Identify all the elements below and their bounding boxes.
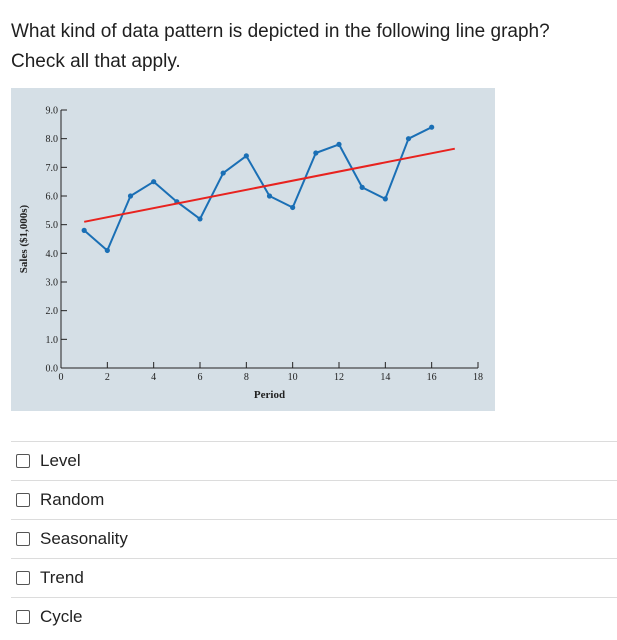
- option-label: Seasonality: [40, 529, 128, 548]
- y-axis-label: Sales ($1,000s): [18, 204, 30, 273]
- y-tick-label: 1.0: [46, 335, 59, 346]
- y-tick-label: 8.0: [46, 134, 59, 145]
- sales-data-point: [290, 204, 296, 211]
- x-tick-label: 10: [288, 372, 298, 383]
- x-tick-label: 16: [427, 372, 437, 383]
- option-level[interactable]: Level: [11, 441, 617, 480]
- checkbox-trend[interactable]: [16, 571, 30, 585]
- y-tick-label: 3.0: [46, 278, 59, 289]
- option-random[interactable]: Random: [11, 480, 617, 519]
- line-chart: 0.0 1.0 2.0 3.0 4.0 5.0 6.0 7.0 8.0 9.0 0 2 4 6 8 10 12 1…: [11, 88, 495, 411]
- sales-data-point: [336, 141, 342, 147]
- sales-data-point: [266, 193, 273, 199]
- sales-data-point: [382, 196, 388, 202]
- checkbox-level[interactable]: [16, 454, 30, 468]
- option-seasonality[interactable]: Seasonality: [11, 519, 617, 558]
- y-tick-label: 0.0: [46, 364, 59, 375]
- sales-series-line: [83, 126, 433, 252]
- x-axis-label: Period: [254, 389, 285, 401]
- sales-data-point: [220, 170, 226, 176]
- answer-options: Level Random Seasonality Trend Cycle: [11, 441, 617, 636]
- y-tick-label: 4.0: [46, 249, 59, 260]
- y-tick-label: 9.0: [46, 106, 59, 117]
- sales-data-point: [243, 153, 249, 159]
- y-tick-label: 2.0: [46, 306, 59, 317]
- x-tick-label: 0: [59, 372, 64, 383]
- trend-line: [84, 147, 455, 223]
- y-tick-label: 5.0: [46, 220, 59, 231]
- chart-svg: 0.0 1.0 2.0 3.0 4.0 5.0 6.0 7.0 8.0 9.0 0 2 4 6 8 10 12 1…: [11, 88, 495, 411]
- sales-data-point: [151, 179, 157, 185]
- option-label: Level: [40, 451, 81, 470]
- y-tick-label: 6.0: [46, 192, 59, 203]
- sales-data-point: [197, 216, 203, 222]
- option-label: Random: [40, 490, 105, 509]
- sales-data-point: [127, 193, 134, 199]
- sales-data-point: [313, 150, 319, 156]
- sales-data-point: [81, 227, 87, 233]
- y-tick-label: 7.0: [46, 163, 59, 174]
- chart-background: [11, 88, 495, 411]
- option-cycle[interactable]: Cycle: [11, 597, 617, 636]
- x-tick-label: 14: [380, 372, 390, 383]
- x-tick-label: 8: [244, 372, 249, 383]
- sales-data-point: [405, 136, 412, 142]
- x-tick-label: 2: [105, 372, 110, 383]
- checkbox-random[interactable]: [16, 493, 30, 507]
- option-label: Trend: [40, 568, 84, 587]
- option-label: Cycle: [40, 607, 83, 626]
- x-tick-label: 12: [334, 372, 344, 383]
- checkbox-seasonality[interactable]: [16, 532, 30, 546]
- x-tick-label: 18: [473, 372, 483, 383]
- x-tick-label: 6: [198, 372, 203, 383]
- x-tick-label: 4: [151, 372, 156, 383]
- sales-data-point: [104, 247, 110, 254]
- question-text: What kind of data pattern is depicted in…: [11, 17, 611, 77]
- sales-data-point: [359, 184, 365, 190]
- checkbox-cycle[interactable]: [16, 610, 30, 624]
- question-line-2: Check all that apply.: [11, 51, 181, 72]
- question-line-1: What kind of data pattern is depicted in…: [11, 21, 550, 42]
- option-trend[interactable]: Trend: [11, 558, 617, 597]
- sales-data-point: [429, 124, 435, 130]
